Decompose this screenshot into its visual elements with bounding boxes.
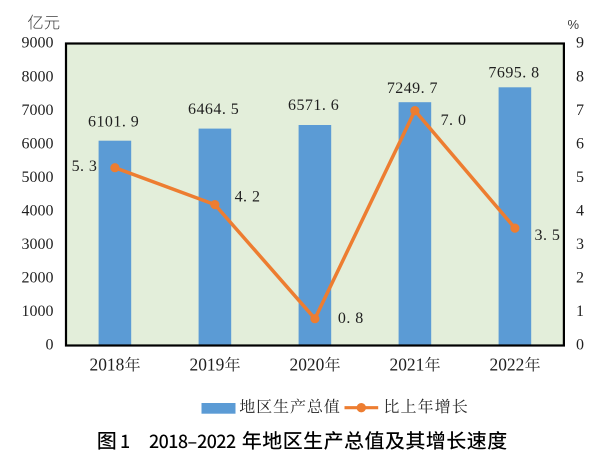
svg-text:4000: 4000 (22, 203, 54, 220)
svg-text:7000: 7000 (22, 102, 54, 119)
svg-text:7249. 7: 7249. 7 (387, 80, 438, 97)
svg-text:7. 0: 7. 0 (441, 112, 467, 129)
svg-text:5: 5 (576, 169, 584, 186)
svg-text:2019: 2019 (190, 354, 225, 374)
svg-text:5. 3: 5. 3 (72, 158, 98, 175)
svg-text:9: 9 (576, 35, 584, 52)
svg-text:1000: 1000 (22, 303, 54, 320)
svg-text:4. 2: 4. 2 (235, 188, 261, 205)
svg-text:0: 0 (46, 337, 54, 354)
svg-text:4: 4 (576, 203, 584, 220)
svg-text:3: 3 (576, 236, 584, 253)
svg-text:2: 2 (576, 270, 584, 287)
svg-text:5000: 5000 (22, 169, 54, 186)
svg-text:6464. 5: 6464. 5 (188, 101, 239, 118)
svg-text:2021: 2021 (390, 354, 425, 374)
svg-text:3. 5: 3. 5 (535, 227, 561, 244)
svg-text:9000: 9000 (22, 35, 54, 52)
svg-text:2018: 2018 (90, 354, 125, 374)
svg-text:7695. 8: 7695. 8 (488, 64, 539, 81)
svg-text:8000: 8000 (22, 68, 54, 85)
svg-text:3000: 3000 (22, 236, 54, 253)
svg-text:0. 8: 0. 8 (338, 310, 364, 327)
svg-text:1: 1 (576, 303, 584, 320)
svg-text:%: % (568, 17, 580, 32)
svg-text:2022: 2022 (490, 354, 525, 374)
svg-text:6571. 6: 6571. 6 (288, 97, 339, 114)
svg-text:6: 6 (576, 135, 584, 152)
svg-text:8: 8 (576, 68, 584, 85)
svg-text:7: 7 (576, 102, 584, 119)
svg-text:6000: 6000 (22, 135, 54, 152)
svg-text:2020: 2020 (290, 354, 325, 374)
svg-text:0: 0 (576, 337, 584, 354)
svg-text:6101. 9: 6101. 9 (88, 114, 139, 131)
svg-text:2000: 2000 (22, 270, 54, 287)
